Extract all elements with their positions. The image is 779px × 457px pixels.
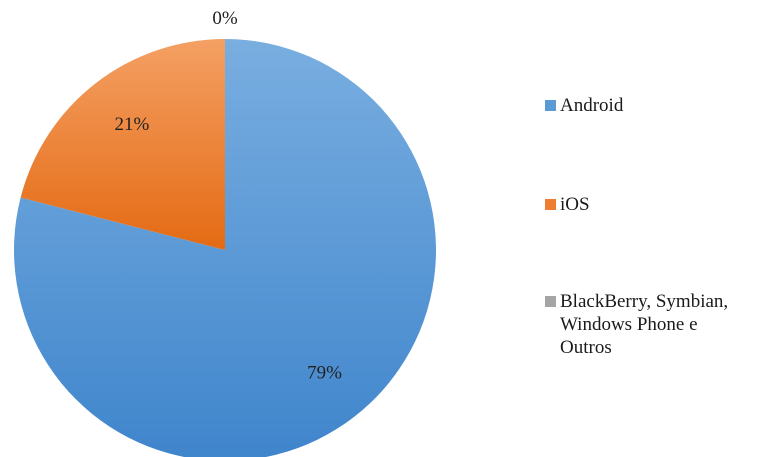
legend-item-ios: iOS	[545, 193, 779, 216]
legend-item-android: Android	[545, 94, 779, 117]
legend-label: iOS	[560, 194, 590, 215]
legend-item-blackberry: BlackBerry, Symbian, Windows Phone e Out…	[545, 290, 750, 359]
data-label-ios: 21%	[114, 114, 149, 135]
legend-label: BlackBerry, Symbian, Windows Phone e Out…	[560, 291, 729, 358]
pie-slice-ios	[20, 39, 225, 250]
chart-legend: Android iOS BlackBerry, Symbian, Windows P…	[545, 0, 779, 457]
legend-swatch	[545, 296, 556, 307]
data-label-blackberry: 0%	[212, 8, 238, 29]
legend-swatch	[545, 100, 556, 111]
legend-label: Android	[560, 95, 624, 116]
pie-slice-android	[14, 39, 436, 457]
data-label-android: 79%	[307, 362, 342, 383]
legend-swatch	[545, 199, 556, 210]
